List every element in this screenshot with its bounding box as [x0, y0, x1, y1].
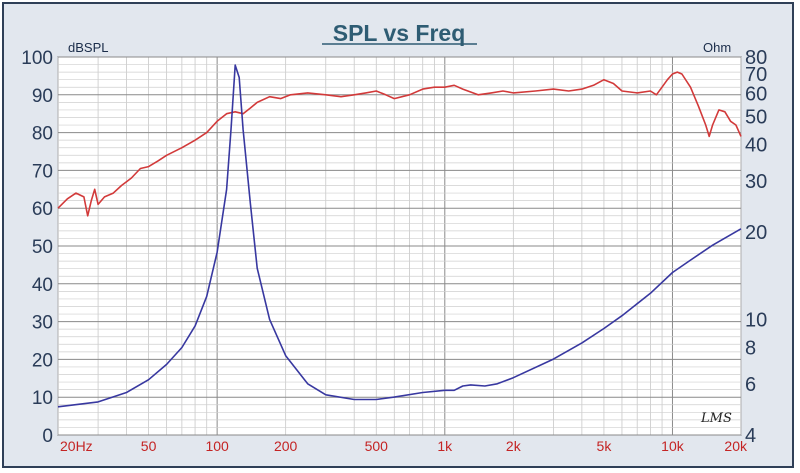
right-tick-label: 60: [745, 83, 767, 105]
impedance-curve: [57, 64, 742, 408]
right-tick-label: 4: [745, 425, 756, 447]
right-tick-label: 70: [745, 64, 767, 86]
left-tick-label: 20: [32, 350, 53, 371]
series-layer: [57, 64, 742, 408]
right-tick-label: 40: [745, 134, 767, 156]
left-tick-label: 60: [32, 199, 53, 220]
right-tick-label: 10: [745, 309, 767, 331]
right-tick-label: 6: [745, 374, 756, 396]
right-tick-label: 30: [745, 171, 767, 193]
right-axis-unit: Ohm: [703, 40, 731, 55]
left-axis-ticks: 0 10 20 30 40 50 60 70 80 90 100: [21, 48, 53, 447]
x-axis-ticks: 20Hz 50 100 200 500 1k 2k 5k 10k 20k: [60, 438, 748, 454]
x-tick-label: 20k: [724, 438, 748, 454]
right-tick-label: 80: [745, 47, 767, 69]
spl-curve: [57, 71, 742, 217]
x-tick-label: 200: [274, 438, 298, 454]
x-tick-label: 20Hz: [60, 438, 93, 454]
left-tick-label: 10: [32, 388, 53, 409]
left-tick-label: 30: [32, 313, 53, 334]
left-axis-unit: dBSPL: [68, 40, 108, 55]
x-tick-label: 10k: [661, 438, 685, 454]
chart-title: SPL vs Freq: [333, 20, 466, 46]
right-tick-label: 20: [745, 222, 767, 244]
left-tick-label: 80: [32, 124, 53, 145]
x-tick-label: 50: [141, 438, 157, 454]
lms-watermark: LMS: [700, 411, 732, 426]
x-tick-label: 2k: [506, 438, 522, 454]
left-tick-label: 0: [42, 426, 53, 447]
x-tick-label: 500: [365, 438, 389, 454]
right-tick-label: 8: [745, 338, 756, 360]
left-tick-label: 40: [32, 275, 53, 296]
left-tick-label: 100: [21, 48, 53, 69]
left-tick-label: 50: [32, 237, 53, 258]
x-tick-label: 100: [205, 438, 229, 454]
right-tick-label: 50: [745, 106, 767, 128]
left-tick-label: 70: [32, 161, 53, 182]
x-tick-label: 5k: [597, 438, 613, 454]
left-tick-label: 90: [32, 86, 53, 107]
x-tick-label: 1k: [437, 438, 453, 454]
